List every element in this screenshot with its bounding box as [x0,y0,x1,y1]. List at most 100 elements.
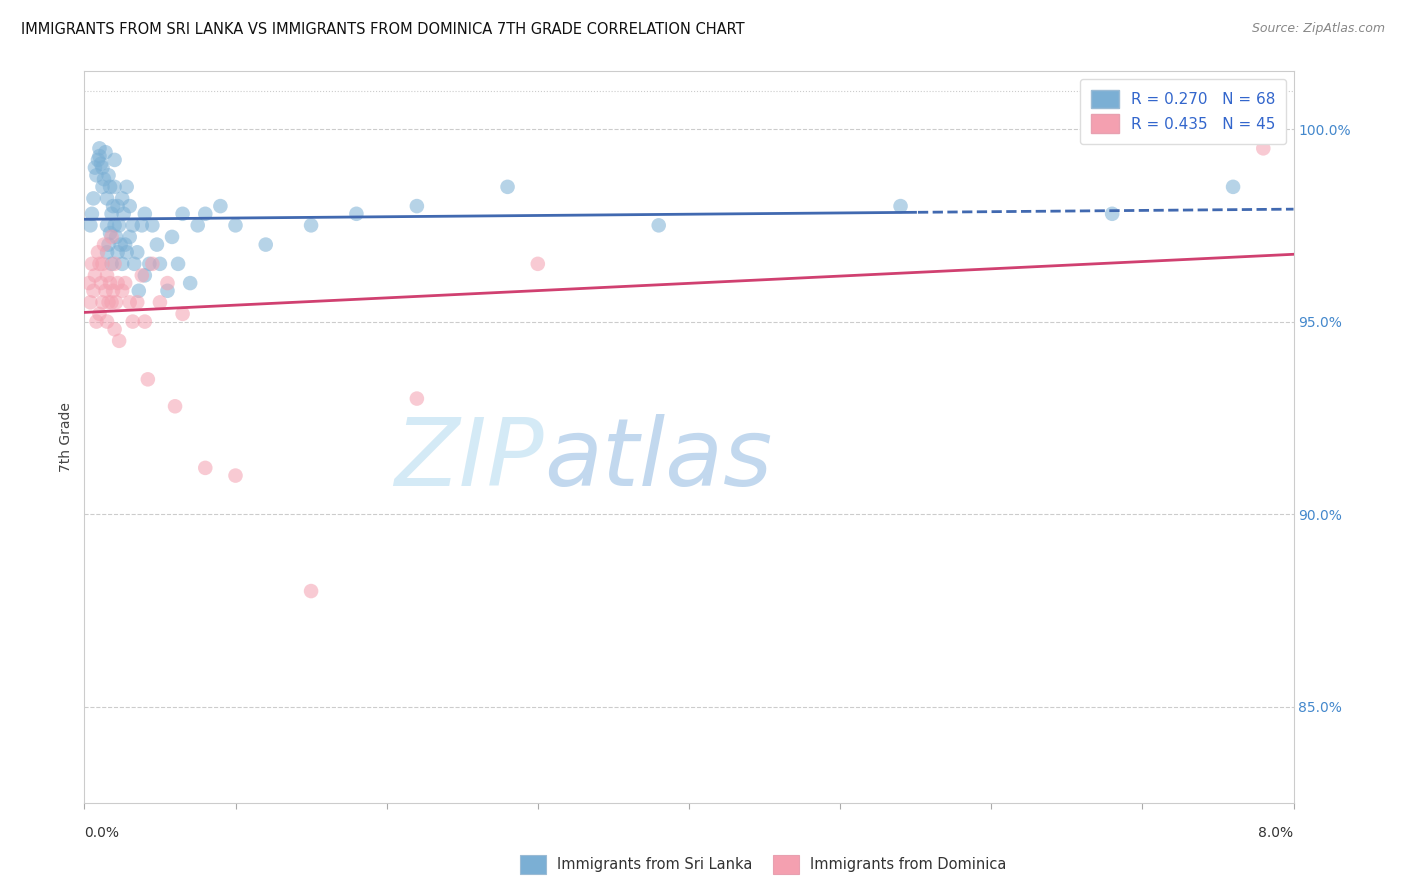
Point [138,257,160,271]
Point [94,284,117,298]
Point [93,237,115,252]
Point [97,169,120,183]
Point [89,149,111,163]
Point [91,179,114,194]
Point [890,199,912,213]
Point [160,230,183,244]
Text: Source: ZipAtlas.com: Source: ZipAtlas.com [1251,22,1385,36]
Point [172,307,194,321]
Point [648,219,671,233]
Point [79,295,101,310]
Point [107,245,129,260]
Y-axis label: 7th Grade: 7th Grade [59,402,73,472]
Point [87,153,110,167]
Point [254,237,277,252]
Point [118,199,141,213]
Point [82,284,104,298]
Point [84,268,107,283]
Point [1101,207,1123,221]
Point [104,322,127,336]
Point [1253,141,1275,155]
Point [111,191,134,205]
Point [100,257,122,271]
Point [89,141,111,155]
Point [187,219,209,233]
Point [346,207,368,221]
Point [105,295,128,310]
Point [127,295,149,310]
Point [156,284,179,298]
Point [105,230,128,244]
Point [146,237,169,252]
Point [156,276,179,290]
Point [115,179,138,194]
Text: 8.0%: 8.0% [1258,826,1294,840]
Point [96,219,118,233]
Point [97,237,120,252]
Point [87,245,110,260]
Point [527,257,550,271]
Point [90,276,112,290]
Text: Immigrants from Dominica: Immigrants from Dominica [810,857,1007,871]
Point [80,257,103,271]
Text: Immigrants from Sri Lanka: Immigrants from Sri Lanka [557,857,752,871]
Point [225,468,247,483]
Point [114,276,136,290]
Point [108,219,131,233]
Text: ZIP: ZIP [394,414,544,505]
Text: atlas: atlas [544,414,772,505]
Point [209,199,232,213]
Point [406,199,429,213]
Point [131,268,153,283]
Point [108,334,131,348]
Point [77,276,100,290]
Point [496,179,519,194]
Point [128,284,150,298]
Text: IMMIGRANTS FROM SRI LANKA VS IMMIGRANTS FROM DOMINICA 7TH GRADE CORRELATION CHAR: IMMIGRANTS FROM SRI LANKA VS IMMIGRANTS … [21,22,745,37]
Point [93,172,115,186]
Point [165,399,187,413]
Legend: R = 0.270   N = 68, R = 0.435   N = 45: R = 0.270 N = 68, R = 0.435 N = 45 [1080,79,1286,144]
Point [104,219,127,233]
Point [86,315,108,329]
Point [115,245,138,260]
Point [194,461,217,475]
Point [100,230,122,244]
Point [97,295,120,310]
Point [96,315,118,329]
Point [80,207,103,221]
Point [98,179,121,194]
Point [107,276,129,290]
Point [136,372,159,386]
Point [112,207,135,221]
Point [91,295,114,310]
Point [98,226,121,240]
Point [96,245,118,260]
Point [111,284,134,298]
Point [172,207,194,221]
Point [1222,179,1244,194]
Point [141,257,163,271]
Point [89,307,111,321]
Point [96,268,118,283]
Point [134,207,156,221]
Point [91,161,114,175]
Point [122,257,145,271]
Point [86,169,108,183]
Text: 0.0%: 0.0% [84,826,120,840]
Point [299,584,322,599]
Point [299,219,322,233]
Point [114,237,136,252]
Point [406,392,429,406]
Point [121,219,143,233]
Point [134,268,156,283]
Point [225,219,247,233]
Point [110,237,132,252]
Point [100,295,122,310]
Point [149,295,172,310]
Point [127,245,149,260]
Point [118,295,141,310]
Point [96,191,118,205]
Point [101,284,124,298]
Point [104,179,127,194]
